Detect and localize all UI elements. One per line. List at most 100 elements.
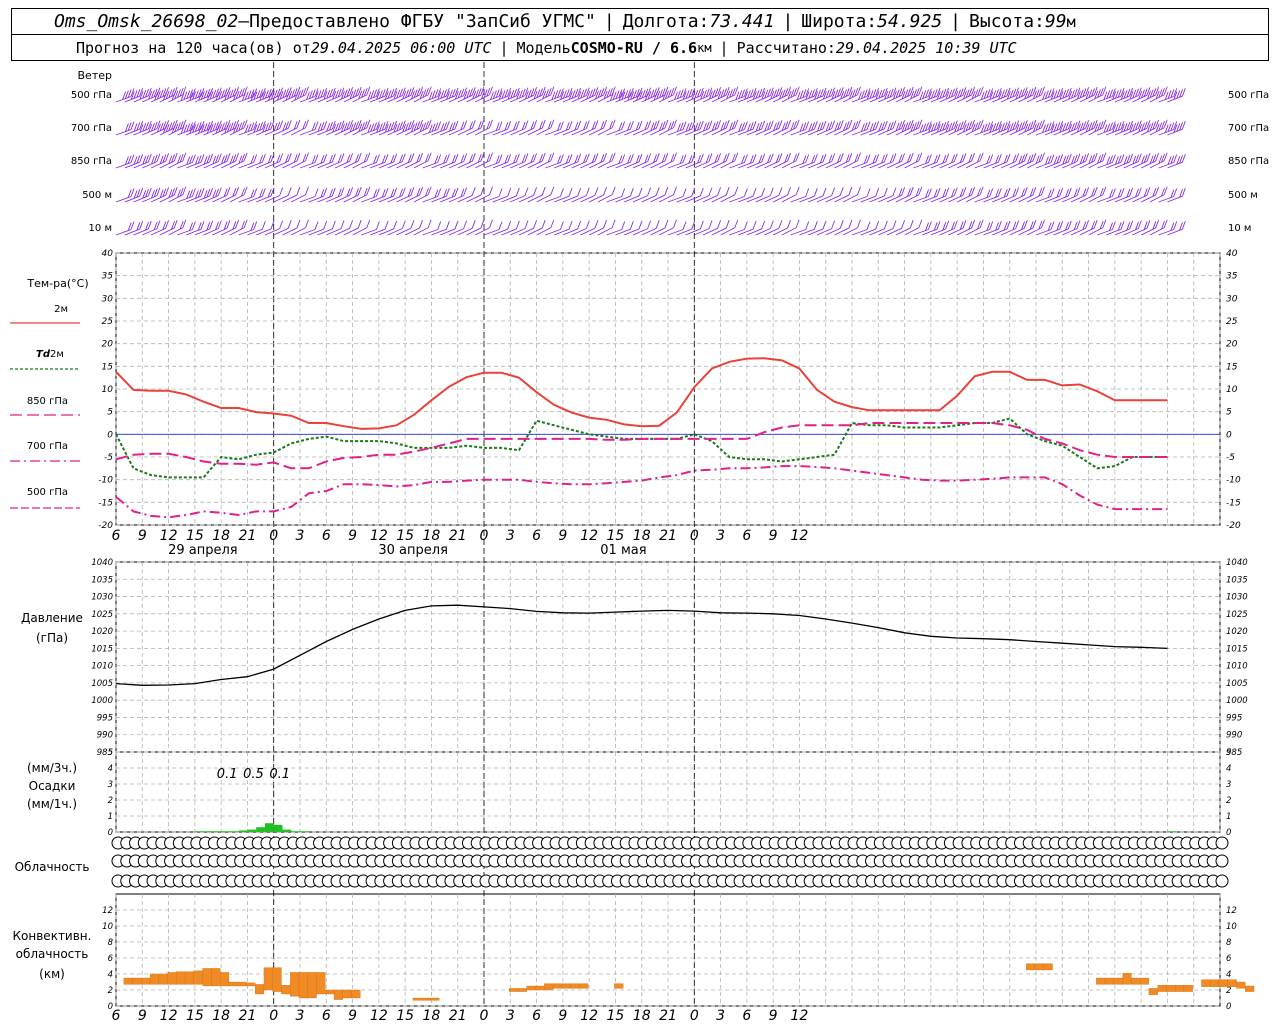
wind-barb-staff: [483, 129, 500, 136]
wind-barb-feather: [209, 153, 214, 163]
wind-barb-feather: [533, 87, 538, 96]
y-tick-label-right: 5: [1226, 748, 1231, 758]
wind-barb-feather: [337, 88, 342, 97]
wind-barb-feather: [630, 91, 635, 100]
x-tick-label: 12: [580, 1008, 598, 1024]
wind-barb-feather: [1032, 86, 1037, 96]
wind-barb-feather: [734, 86, 739, 95]
wind-barb-feather: [583, 121, 587, 130]
wind-barb-staff: [808, 228, 824, 236]
wind-barb-feather: [633, 90, 637, 99]
y-tick-label-right: 3: [1226, 780, 1231, 790]
wind-barb-feather: [358, 123, 363, 132]
wind-barb-feather: [805, 188, 810, 197]
wind-barb-feather: [699, 120, 704, 130]
wind-barb-feather: [434, 155, 439, 164]
wind-barb-feather: [953, 153, 958, 162]
wind-barb-feather: [1047, 122, 1052, 131]
wind-barb-feather: [741, 122, 745, 131]
wind-barb-staff: [799, 195, 815, 203]
y-tick-label: 10: [102, 385, 114, 395]
x-tick-label: 6: [112, 528, 121, 544]
wind-barb-feather: [778, 187, 783, 196]
wind-barb-feather: [562, 90, 567, 99]
wind-barb-feather: [606, 89, 611, 98]
wind-barb-feather: [393, 87, 398, 97]
wind-barb-feather: [764, 89, 769, 99]
wind-barb-feather: [507, 221, 512, 230]
wind-barb-feather: [919, 91, 924, 100]
wind-barb-feather: [162, 125, 167, 134]
wind-barb-feather: [1038, 187, 1043, 197]
wind-barb-feather: [1091, 88, 1095, 97]
wind-barb-feather: [621, 121, 626, 130]
wind-barb-feather: [1079, 89, 1084, 98]
wind-barb-feather: [381, 89, 386, 98]
wind-barb-feather: [335, 122, 339, 132]
wind-barb-feather: [346, 154, 351, 163]
wind-barb-feather: [182, 186, 187, 195]
wind-barb-feather: [393, 187, 398, 197]
wind-barb-feather: [331, 120, 336, 130]
wind-barb-feather: [1146, 153, 1151, 162]
wind-barb-feather: [349, 90, 354, 100]
wind-barb-feather: [179, 187, 184, 197]
wind-barb-feather: [714, 154, 719, 163]
wind-barb-feather: [904, 89, 909, 98]
x-tick-label: 12: [370, 1008, 388, 1024]
x-tick-label: 18: [633, 528, 651, 544]
wind-barb-feather: [851, 122, 856, 131]
wind-barb-feather: [670, 120, 675, 130]
wind-barb-feather: [145, 154, 149, 164]
wind-barb-feather: [416, 154, 421, 163]
wind-barb-staff: [711, 194, 727, 203]
x-tick-label: 0: [269, 528, 278, 544]
x-tick-label: 9: [558, 1008, 567, 1024]
wind-barb-feather: [915, 153, 920, 163]
precip-bar: [247, 829, 257, 832]
wind-barb-feather: [1099, 87, 1104, 97]
wind-barb-staff: [361, 196, 377, 203]
wind-barb-feather: [1059, 221, 1064, 230]
wind-barb-feather: [565, 122, 570, 131]
wind-barb-feather: [477, 121, 482, 130]
wind-barb-feather: [1126, 154, 1131, 164]
wind-barb-feather: [259, 122, 263, 131]
wind-barb-feather: [530, 154, 535, 163]
wind-barb-staff: [615, 195, 631, 203]
wind-barb-feather: [1021, 88, 1025, 97]
wind-barb-feather: [595, 90, 599, 100]
wind-barb-feather: [1135, 221, 1139, 230]
wind-barb-feather: [898, 188, 903, 197]
wind-barb-feather: [1035, 155, 1040, 164]
wind-barb-feather: [603, 90, 608, 99]
wind-barb-feather: [1082, 121, 1087, 130]
wind-barb-feather: [232, 154, 237, 163]
wind-barb-feather: [979, 152, 984, 161]
wind-barb-feather: [808, 123, 813, 132]
wind-barb-feather: [627, 155, 631, 164]
wind-barb-feather: [299, 89, 304, 98]
convective-bar: [211, 968, 221, 987]
wind-barb-staff: [475, 227, 490, 236]
wind-barb-feather: [656, 90, 661, 100]
wind-barb-feather: [603, 119, 607, 129]
wind-barb-feather: [872, 155, 877, 164]
wind-barb-feather: [235, 219, 239, 229]
wind-barb-feather: [1123, 90, 1128, 99]
wind-barb-feather: [541, 219, 546, 229]
wind-barb-feather: [314, 88, 319, 97]
wind-barb-feather: [995, 89, 999, 98]
wind-barb-feather: [627, 122, 631, 131]
model-name: COSMO-RU / 6.6: [570, 38, 698, 57]
wind-barb-feather: [661, 88, 666, 97]
wind-barb-staff: [352, 227, 368, 236]
wind-barb-feather: [480, 152, 485, 162]
wind-barb-feather: [530, 121, 535, 130]
wind-barb-feather: [957, 89, 961, 98]
wind-barb-feather: [1047, 155, 1052, 164]
wind-barb-feather: [731, 87, 736, 97]
wind-barb-feather: [839, 153, 844, 162]
y-tick-label-right: -20: [1226, 521, 1241, 531]
wind-barb-feather: [1109, 122, 1113, 131]
